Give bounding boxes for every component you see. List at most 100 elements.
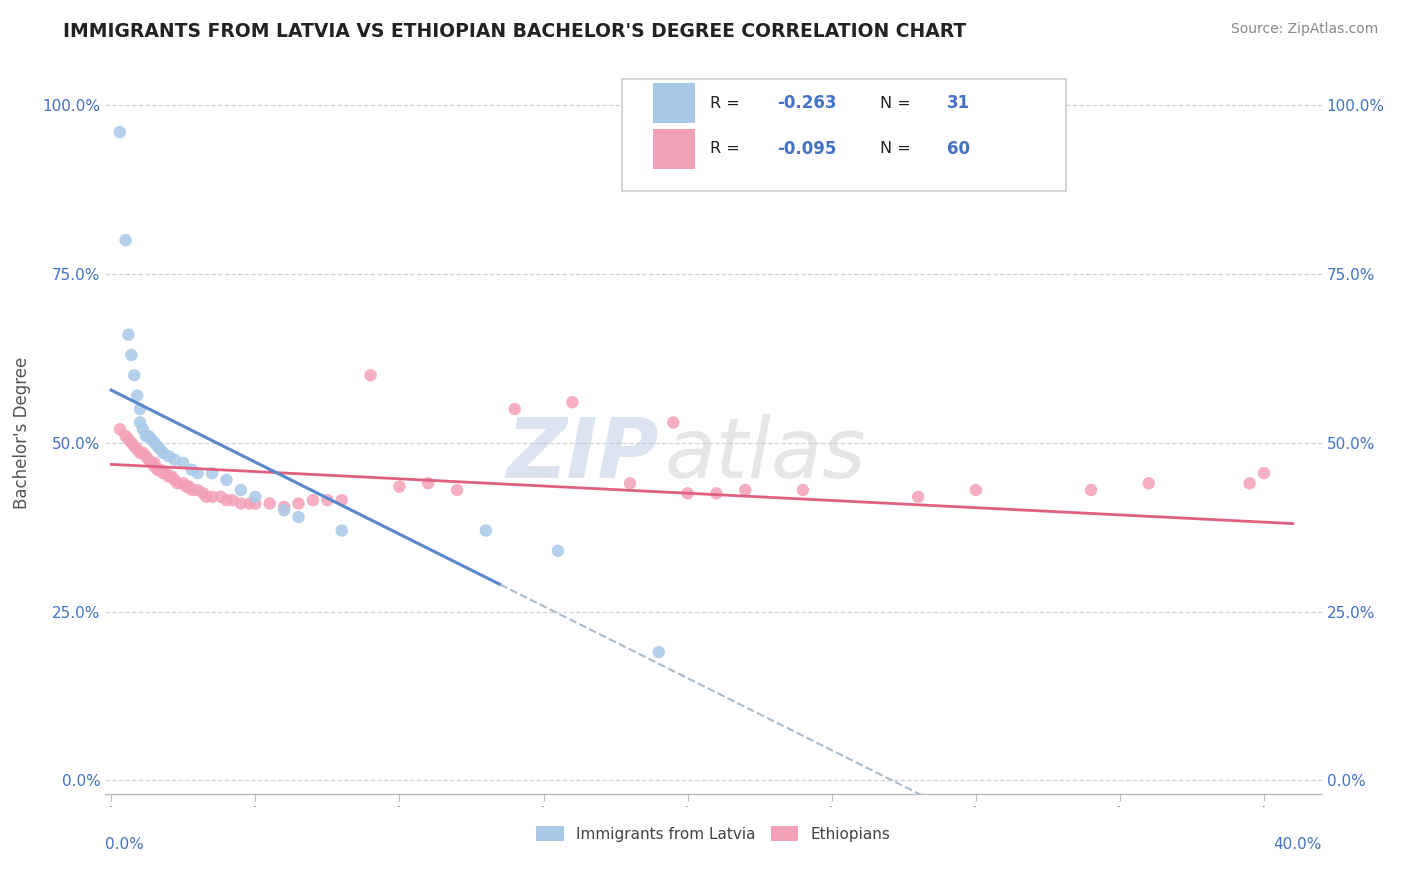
Point <box>446 483 468 497</box>
Point <box>180 463 202 477</box>
Point <box>547 543 569 558</box>
Point <box>209 490 232 504</box>
Text: R =: R = <box>710 141 745 156</box>
Point <box>187 483 209 497</box>
Text: N =: N = <box>880 141 917 156</box>
Point <box>157 449 180 463</box>
Point <box>114 429 136 443</box>
Point <box>229 483 252 497</box>
Text: -0.263: -0.263 <box>776 94 837 112</box>
FancyBboxPatch shape <box>652 83 696 123</box>
Point <box>648 645 671 659</box>
Text: Source: ZipAtlas.com: Source: ZipAtlas.com <box>1230 22 1378 37</box>
Point <box>1080 483 1102 497</box>
Point <box>215 493 238 508</box>
Text: 40.0%: 40.0% <box>1274 838 1322 852</box>
Point <box>152 446 174 460</box>
Text: N =: N = <box>880 95 917 111</box>
Point <box>302 493 325 508</box>
Point <box>163 473 186 487</box>
Text: 0.0%: 0.0% <box>105 838 145 852</box>
Point <box>316 493 339 508</box>
Point <box>561 395 583 409</box>
Point <box>676 486 699 500</box>
Point <box>114 233 136 247</box>
Point <box>138 429 160 443</box>
Point <box>475 524 498 538</box>
Point <box>388 480 411 494</box>
Point <box>195 490 218 504</box>
Point <box>287 496 309 510</box>
Point <box>259 496 281 510</box>
Point <box>141 433 163 447</box>
Point <box>238 496 260 510</box>
Point <box>122 368 145 383</box>
Point <box>201 490 224 504</box>
Point <box>127 442 149 457</box>
Point <box>1239 476 1261 491</box>
Point <box>330 493 353 508</box>
Point <box>155 466 177 480</box>
Point <box>129 416 152 430</box>
Text: IMMIGRANTS FROM LATVIA VS ETHIOPIAN BACHELOR'S DEGREE CORRELATION CHART: IMMIGRANTS FROM LATVIA VS ETHIOPIAN BACH… <box>63 22 966 41</box>
Text: ZIP: ZIP <box>506 414 659 495</box>
Point <box>127 388 149 402</box>
Point <box>172 476 194 491</box>
Point <box>193 486 215 500</box>
Point <box>120 435 142 450</box>
Point <box>143 456 166 470</box>
Point <box>146 463 169 477</box>
Legend: Immigrants from Latvia, Ethiopians: Immigrants from Latvia, Ethiopians <box>530 820 897 847</box>
Point <box>129 402 152 417</box>
Point <box>138 452 160 467</box>
Point <box>792 483 814 497</box>
Text: -0.095: -0.095 <box>776 140 837 158</box>
Text: 31: 31 <box>948 94 970 112</box>
Point <box>122 439 145 453</box>
Point <box>245 490 267 504</box>
Point <box>117 433 139 447</box>
Point <box>273 503 295 517</box>
Point <box>706 486 728 500</box>
Point <box>143 459 166 474</box>
Point <box>229 496 252 510</box>
Point <box>662 416 685 430</box>
Point <box>141 456 163 470</box>
Point <box>146 439 169 453</box>
Point <box>174 480 197 494</box>
Text: atlas: atlas <box>665 414 866 495</box>
Point <box>129 446 152 460</box>
Point <box>201 466 224 480</box>
Point <box>117 327 139 342</box>
Point <box>120 348 142 362</box>
Point <box>330 524 353 538</box>
Point <box>360 368 382 383</box>
Point <box>1137 476 1160 491</box>
Text: R =: R = <box>710 95 745 111</box>
FancyBboxPatch shape <box>623 78 1066 191</box>
Point <box>187 466 209 480</box>
Point <box>418 476 440 491</box>
Point <box>287 510 309 524</box>
Text: 60: 60 <box>948 140 970 158</box>
Point <box>1253 466 1275 480</box>
Point <box>215 473 238 487</box>
Point <box>108 422 131 436</box>
Point <box>149 463 172 477</box>
Point <box>177 480 200 494</box>
Point <box>619 476 641 491</box>
Point <box>163 452 186 467</box>
Point <box>132 446 155 460</box>
Point <box>180 483 202 497</box>
Point <box>135 429 157 443</box>
Point <box>149 442 172 457</box>
Point <box>273 500 295 514</box>
Point <box>160 469 183 483</box>
Point <box>245 496 267 510</box>
Point <box>221 493 243 508</box>
Point <box>166 476 188 491</box>
Point <box>152 466 174 480</box>
Point <box>503 402 526 417</box>
Point <box>965 483 987 497</box>
Point <box>907 490 929 504</box>
